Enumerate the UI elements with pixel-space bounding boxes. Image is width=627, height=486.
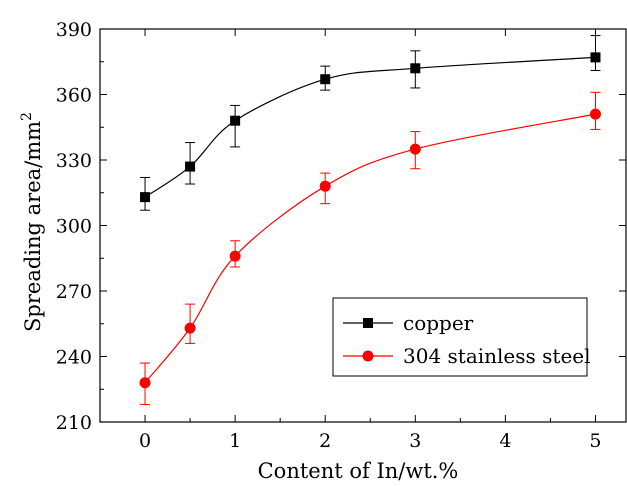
legend-label-0: copper xyxy=(403,311,474,335)
y-tick-label: 300 xyxy=(56,216,92,238)
data-point-0 xyxy=(185,161,196,172)
data-point-1 xyxy=(589,108,601,120)
series-line-0 xyxy=(144,56,596,198)
data-point-1 xyxy=(319,180,331,192)
x-tick-label: 2 xyxy=(319,430,331,452)
x-tick-label: 3 xyxy=(409,430,421,452)
y-axis-title-text: Spreading area/mm xyxy=(21,121,45,332)
data-point-1 xyxy=(139,377,151,389)
x-axis-title: Content of In/wt.% xyxy=(258,459,459,483)
y-tick-label: 210 xyxy=(56,412,92,434)
y-tick-label: 240 xyxy=(56,347,92,369)
data-point-0 xyxy=(230,115,241,126)
data-point-1 xyxy=(184,322,196,334)
legend-marker-0 xyxy=(363,318,373,328)
data-point-0 xyxy=(140,192,151,203)
y-tick-label: 330 xyxy=(56,150,92,172)
y-axis-title: Spreading area/mm2 xyxy=(19,112,45,332)
x-tick-label: 1 xyxy=(229,430,241,452)
axis-ticks: 0 1 2 3 4 5 210 240 270 300 330 360 390 xyxy=(56,19,626,452)
legend-marker-1 xyxy=(362,350,374,362)
data-point-0 xyxy=(320,74,331,85)
data-point-1 xyxy=(409,143,421,155)
y-tick-label: 390 xyxy=(56,19,92,41)
data-point-0 xyxy=(410,63,421,74)
legend-box xyxy=(332,297,588,377)
data-point-0 xyxy=(590,52,601,63)
y-axis-title-superscript: 2 xyxy=(19,112,35,121)
x-tick-label: 5 xyxy=(589,430,601,452)
data-point-1 xyxy=(229,250,241,262)
legend-label-1: 304 stainless steel xyxy=(403,344,591,368)
legend: copper 304 stainless steel xyxy=(332,297,591,377)
y-tick-label: 270 xyxy=(56,281,92,303)
y-tick-label: 360 xyxy=(56,85,92,107)
series-markers xyxy=(139,52,601,389)
x-tick-label: 4 xyxy=(499,430,511,452)
x-tick-label: 0 xyxy=(139,430,151,452)
